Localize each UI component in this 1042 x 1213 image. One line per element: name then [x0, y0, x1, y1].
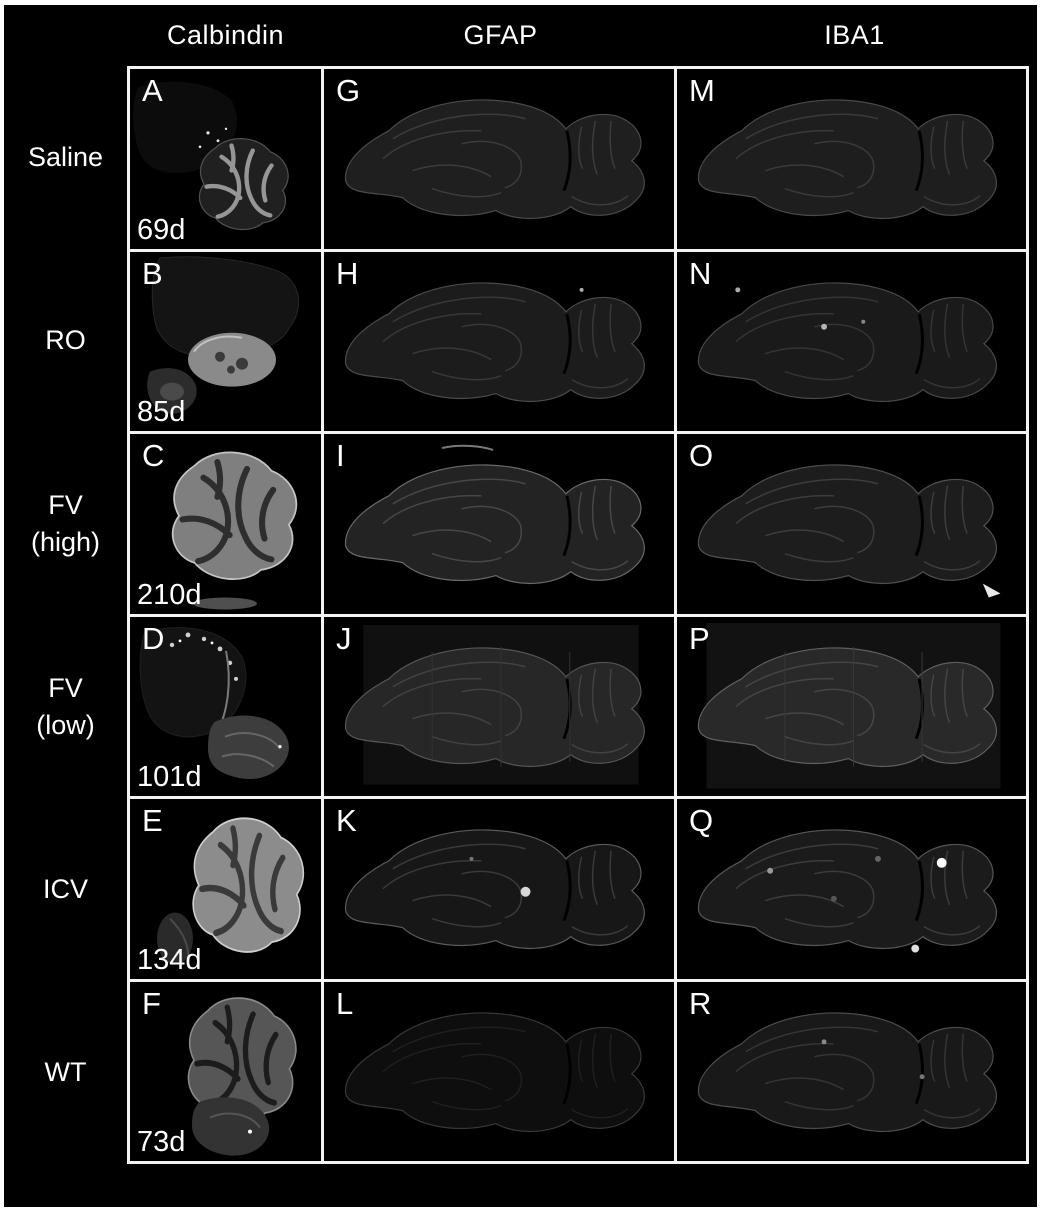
- panel-letter: A: [142, 73, 163, 108]
- panel-q: Q: [677, 799, 1026, 979]
- row-label-wt: WT: [44, 1057, 87, 1088]
- panel-r: R: [677, 981, 1026, 1162]
- panel-letter: G: [336, 73, 361, 108]
- panel-letter: N: [689, 255, 712, 291]
- panel-letter: B: [142, 255, 163, 291]
- brain-section-image: [139, 626, 289, 779]
- panel-p: P: [677, 616, 1026, 796]
- panel-o: O: [677, 434, 1026, 614]
- panel-m: M: [677, 69, 1026, 249]
- brain-section-image: [677, 69, 1026, 249]
- brain-section-image: [324, 252, 674, 432]
- panel-c: C 210d: [130, 434, 321, 614]
- row-label-ro: RO: [45, 325, 86, 356]
- panel-e: E 134d: [130, 799, 321, 979]
- panel-k: K: [324, 799, 674, 979]
- brain-section-image: [677, 982, 1026, 1162]
- panel-letter: E: [142, 803, 163, 838]
- row-label-fv-high: FV (high): [30, 490, 101, 557]
- brain-section-image: [133, 81, 321, 249]
- panel-letter: J: [336, 620, 352, 656]
- panel-h: H: [324, 251, 674, 432]
- brain-section-image: [324, 799, 674, 979]
- panel-letter: H: [336, 255, 359, 291]
- panel-letter: C: [142, 438, 165, 473]
- brain-section-image: [157, 799, 321, 965]
- brain-section-image: [324, 444, 674, 614]
- brain-section-image: [147, 255, 300, 414]
- age-label: 101d: [137, 761, 202, 793]
- panel-letter: O: [689, 438, 714, 473]
- age-label: 134d: [137, 943, 202, 976]
- row-label-column: Saline RO FV (high) FV (low) ICV WT: [4, 66, 127, 1164]
- panel-letter: R: [689, 985, 712, 1021]
- brain-section-image: [324, 624, 674, 785]
- panel-letter: F: [142, 985, 161, 1021]
- panel-n: N: [677, 251, 1026, 432]
- column-header-calbindin: Calbindin: [166, 20, 285, 50]
- panel-g: G: [324, 69, 674, 249]
- brain-section-image: [677, 799, 1026, 953]
- panel-l: L: [324, 981, 674, 1162]
- row-label-fv-low: FV (low): [36, 673, 95, 740]
- column-header-gfap: GFAP: [463, 20, 538, 50]
- panel-letter: Q: [689, 803, 714, 838]
- brain-section-image: [324, 69, 674, 249]
- brain-section-image: [130, 982, 321, 1156]
- age-label: 69d: [137, 213, 186, 246]
- age-label: 85d: [137, 396, 186, 428]
- brain-section-image: [677, 622, 1001, 789]
- panel-letter: P: [689, 620, 710, 656]
- brain-section-image: [130, 434, 321, 610]
- panel-i: I: [324, 434, 674, 614]
- panel-b: B 85d: [130, 251, 321, 431]
- row-label-saline: Saline: [27, 142, 104, 173]
- panel-d: D 101d: [130, 616, 321, 796]
- brain-section-image: [677, 434, 1001, 598]
- row-label-icv: ICV: [42, 874, 88, 905]
- panel-f: F 73d: [130, 981, 321, 1161]
- column-header-iba1: IBA1: [824, 20, 885, 50]
- panel-letter: I: [336, 438, 345, 473]
- panel-letter: D: [142, 620, 165, 656]
- panel-grid: A 69d B 85d: [127, 66, 1029, 1164]
- panel-j: J: [324, 616, 674, 796]
- age-label: 210d: [137, 578, 202, 611]
- age-label: 73d: [137, 1126, 186, 1158]
- brain-section-image: [324, 982, 674, 1162]
- panel-letter: M: [689, 73, 715, 108]
- panel-letter: K: [336, 803, 357, 838]
- figure-canvas: Calbindin GFAP IBA1 Saline RO FV (high) …: [4, 5, 1037, 1207]
- brain-section-image: [677, 252, 1026, 432]
- panel-letter: L: [336, 985, 354, 1021]
- panel-a: A 69d: [130, 69, 321, 249]
